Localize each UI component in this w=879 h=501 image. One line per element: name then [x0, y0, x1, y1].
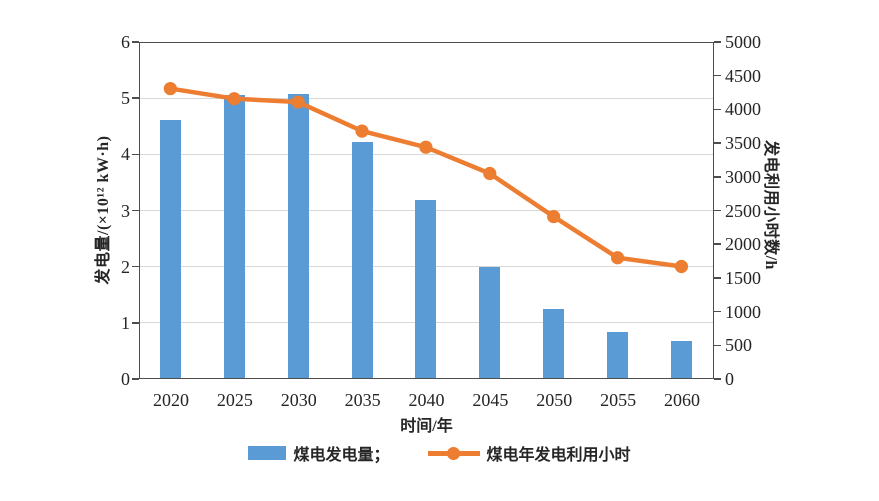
bar-legend-swatch-icon: [248, 446, 287, 460]
plot-area: [139, 42, 714, 379]
y-left-tick-label-1: 1: [121, 312, 130, 333]
line-marker-2060: [674, 259, 689, 274]
y-right-tick-label-2000: 2000: [725, 234, 761, 255]
legend-item-bar: 煤电发电量；: [248, 441, 390, 465]
y-left-tick-label-6: 6: [121, 32, 130, 52]
legend: 煤电发电量； 煤电年发电利用小时: [0, 441, 879, 465]
y-right-tick-label-4500: 4500: [725, 65, 761, 86]
y-left-tick-label-4: 4: [121, 144, 130, 165]
y-right-tick-3500: [714, 142, 721, 144]
legend-item-line: 煤电年发电利用小时: [427, 441, 631, 465]
bar-2055: [607, 332, 629, 378]
y-left-tick-0: [132, 378, 139, 380]
x-tick-label-2020: 2020: [152, 390, 189, 410]
y-right-tick-4500: [714, 74, 721, 77]
y-left-tick-label-2: 2: [121, 256, 130, 277]
y-right-tick-500: [714, 344, 721, 347]
line-legend-label: 煤电年发电利用小时: [486, 447, 631, 464]
y-right-tick-label-4000: 4000: [725, 99, 761, 120]
utilization-line: [169, 86, 682, 269]
x-tick-label-2050: 2050: [536, 390, 573, 410]
y-left-tick-5: [132, 97, 139, 99]
bar-2030: [287, 94, 309, 378]
x-tick-label-2045: 2045: [472, 390, 509, 410]
y-right-tick-label-1000: 1000: [725, 301, 761, 322]
y-left-tick-label-5: 5: [121, 88, 130, 109]
y-right-tick-label-2500: 2500: [725, 200, 761, 221]
x-tick-label-2060: 2060: [664, 390, 701, 410]
y-right-tick-label-0: 0: [725, 369, 734, 389]
line-marker-2045: [483, 166, 497, 181]
y-right-tick-2500: [714, 209, 721, 212]
gridline-5: [140, 97, 713, 99]
bar-legend-label: 煤电发电量；: [293, 447, 390, 464]
y-right-tick-0: [714, 378, 721, 380]
y-right-tick-4000: [714, 108, 721, 111]
x-axis-title: 时间/年: [400, 418, 453, 435]
y-left-tick-4: [132, 153, 139, 156]
y-right-tick-3000: [714, 176, 721, 178]
y-right-tick-label-500: 500: [725, 335, 752, 356]
bar-2050: [543, 308, 565, 378]
y-right-tick-label-5000: 5000: [725, 32, 761, 52]
y-right-tick-2000: [714, 243, 721, 245]
y-left-tick-2: [132, 265, 139, 268]
y-left-tick-label-3: 3: [121, 200, 130, 221]
x-tick-label-2055: 2055: [600, 390, 637, 410]
line-marker-2020: [163, 81, 177, 96]
bar-2045: [479, 267, 501, 378]
y-left-tick-1: [132, 322, 139, 324]
bar-2035: [351, 142, 373, 378]
bar-2040: [415, 199, 437, 378]
line-marker-2035: [355, 124, 369, 138]
y-right-tick-label-1500: 1500: [725, 267, 761, 288]
y-right-tick-5000: [714, 41, 721, 43]
utilization-line-series: [163, 81, 689, 274]
x-tick-label-2040: 2040: [408, 390, 445, 410]
gridline-4: [140, 153, 713, 155]
line-marker-2025: [227, 92, 241, 106]
y-left-tick-label-0: 0: [121, 369, 130, 389]
bar-2060: [670, 341, 692, 378]
line-marker-2055: [610, 251, 625, 265]
line-marker-2030: [291, 95, 305, 109]
line-legend-marker-icon: [427, 446, 480, 460]
bar-2025: [223, 95, 245, 378]
x-tick-label-2025: 2025: [216, 390, 253, 410]
y-right-tick-1500: [714, 277, 721, 279]
y-right-tick-1000: [714, 310, 721, 313]
x-tick-label-2035: 2035: [344, 390, 381, 410]
bar-2020: [159, 119, 181, 378]
y-left-tick-3: [132, 209, 139, 212]
y-right-tick-label-3500: 3500: [725, 133, 761, 154]
line-marker-2050: [547, 210, 561, 224]
y-right-tick-label-3000: 3000: [725, 166, 761, 187]
line-marker-2040: [419, 140, 433, 154]
x-tick-label-2030: 2030: [280, 390, 317, 410]
y-left-tick-6: [132, 41, 139, 43]
